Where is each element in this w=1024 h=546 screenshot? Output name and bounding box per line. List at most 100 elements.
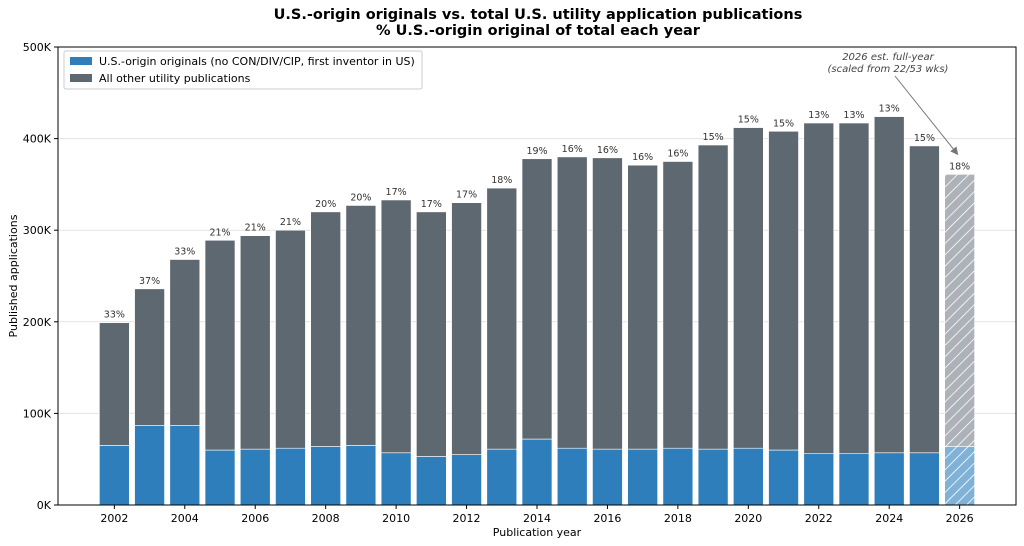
bar-us-origin-2025 xyxy=(909,452,940,506)
percent-label-2015: 16% xyxy=(562,144,583,155)
percent-label-2010: 17% xyxy=(386,187,407,198)
bar-other-2002 xyxy=(99,322,130,446)
bar-other-2019 xyxy=(697,144,729,450)
percent-label-2017: 16% xyxy=(632,152,653,163)
y-axis-label: Published applications xyxy=(7,214,20,337)
x-tick-label: 2004 xyxy=(171,512,199,525)
y-tick-label: 200K xyxy=(23,316,52,329)
y-tick-label: 500K xyxy=(23,41,52,54)
bar-us-origin-2003 xyxy=(134,425,165,506)
bar-other-2020 xyxy=(733,127,764,449)
chart-title: U.S.-origin originals vs. total U.S. uti… xyxy=(274,7,803,23)
percent-label-2018: 16% xyxy=(667,149,688,160)
bar-us-origin-2019 xyxy=(697,448,729,506)
percent-label-2009: 20% xyxy=(350,192,371,203)
bar-us-origin-2005 xyxy=(204,449,236,506)
bar-other-2007 xyxy=(275,229,306,449)
bar-us-origin-2015 xyxy=(556,447,588,506)
percent-label-2003: 37% xyxy=(139,276,160,287)
bar-other-2014 xyxy=(521,158,553,440)
annotation-line-2: (scaled from 22/53 wks) xyxy=(828,64,949,75)
percent-label-2006: 21% xyxy=(245,223,266,234)
bar-other-2017 xyxy=(627,164,658,450)
y-tick-label: 300K xyxy=(23,224,52,237)
bar-us-origin-2021 xyxy=(768,449,799,506)
bar-us-origin-2018 xyxy=(662,447,694,506)
legend: U.S.-origin originals (no CON/DIV/CIP, f… xyxy=(63,50,423,90)
percent-label-2022: 13% xyxy=(808,110,829,121)
percent-label-2016: 16% xyxy=(597,145,618,156)
bar-us-origin-2013 xyxy=(486,448,518,506)
bar-other-2011 xyxy=(416,211,447,457)
x-tick-label: 2012 xyxy=(453,512,481,525)
percent-label-2013: 18% xyxy=(491,175,512,186)
bar-other-2022 xyxy=(803,122,835,455)
legend-label-other: All other utility publications xyxy=(99,72,251,85)
x-tick-label: 2026 xyxy=(946,512,974,525)
percent-label-2019: 15% xyxy=(703,132,724,143)
percent-label-2021: 15% xyxy=(773,118,794,129)
x-tick-label: 2008 xyxy=(312,512,340,525)
y-tick-label: 0K xyxy=(37,499,52,512)
bar-us-origin-2020 xyxy=(733,447,764,506)
bar-other-2015 xyxy=(556,156,588,449)
percent-label-2026: 18% xyxy=(949,161,970,172)
percent-label-2024: 13% xyxy=(879,104,900,115)
x-tick-label: 2010 xyxy=(382,512,410,525)
bar-other-2006 xyxy=(239,235,271,450)
bar-other-2023 xyxy=(838,122,870,455)
bar-us-origin-2012 xyxy=(451,454,482,506)
bar-us-origin-2007 xyxy=(275,447,306,506)
bar-other-2009 xyxy=(345,205,377,446)
y-tick-label: 400K xyxy=(23,133,52,146)
bar-other-2016 xyxy=(592,157,623,450)
x-axis-ticks: 2002 2004 2006 2008 2010 2012 2014 2016 2018 2020… xyxy=(100,505,974,525)
legend-swatch-us-origin xyxy=(70,57,92,65)
percent-label-2025: 15% xyxy=(914,133,935,144)
legend-box xyxy=(63,50,423,90)
bar-us-origin-2004 xyxy=(169,425,201,506)
percent-label-2023: 13% xyxy=(843,110,864,121)
x-tick-label: 2018 xyxy=(664,512,692,525)
bar-us-origin-2017 xyxy=(627,448,658,506)
percent-label-2014: 19% xyxy=(526,146,547,157)
legend-label-us-origin: U.S.-origin originals (no CON/DIV/CIP, f… xyxy=(99,55,415,68)
bars-group xyxy=(99,116,975,506)
bar-other-2024 xyxy=(873,116,905,454)
bar-other-2012 xyxy=(451,202,482,455)
bar-us-origin-2011 xyxy=(416,456,447,506)
annotation-line-1: 2026 est. full-year xyxy=(842,52,934,63)
bar-other-2025 xyxy=(909,145,940,454)
bar-us-origin-2010 xyxy=(380,452,412,506)
percent-label-2004: 33% xyxy=(174,247,195,258)
percent-label-2012: 17% xyxy=(456,190,477,201)
bar-us-origin-2022 xyxy=(803,453,835,506)
bar-us-origin-2023 xyxy=(838,453,870,506)
percent-label-2002: 33% xyxy=(104,310,125,321)
percent-label-2011: 17% xyxy=(421,199,442,210)
legend-swatch-other xyxy=(70,74,92,82)
annotation-arrow xyxy=(894,75,959,156)
bar-other-2021 xyxy=(768,130,799,451)
bar-us-origin-2002 xyxy=(99,445,130,506)
bar-us-origin-2008 xyxy=(310,446,341,506)
percent-label-2008: 20% xyxy=(315,199,336,210)
annotation: 2026 est. full-year (scaled from 22/53 w… xyxy=(828,52,959,156)
x-tick-label: 2022 xyxy=(805,512,833,525)
bar-us-origin-2024 xyxy=(873,452,905,506)
percent-label-2020: 15% xyxy=(738,115,759,126)
percent-labels-group: 33% 37% 33% 21% 21% 21% 20% 20% 17% 17% 17% 18% 19% 1… xyxy=(104,104,970,321)
bar-other-2018 xyxy=(662,161,694,449)
bar-other-2005 xyxy=(204,239,236,451)
y-tick-label: 100K xyxy=(23,407,52,420)
percent-label-2005: 21% xyxy=(209,227,230,238)
bar-us-origin-2016 xyxy=(592,448,623,506)
bar-other-2013 xyxy=(486,187,518,450)
chart-subtitle: % U.S.-origin original of total each yea… xyxy=(376,23,701,39)
bar-other-2003 xyxy=(134,288,165,426)
x-axis-label: Publication year xyxy=(493,526,582,539)
x-tick-label: 2016 xyxy=(593,512,621,525)
bar-us-origin-2014 xyxy=(521,438,553,506)
percent-label-2007: 21% xyxy=(280,217,301,228)
